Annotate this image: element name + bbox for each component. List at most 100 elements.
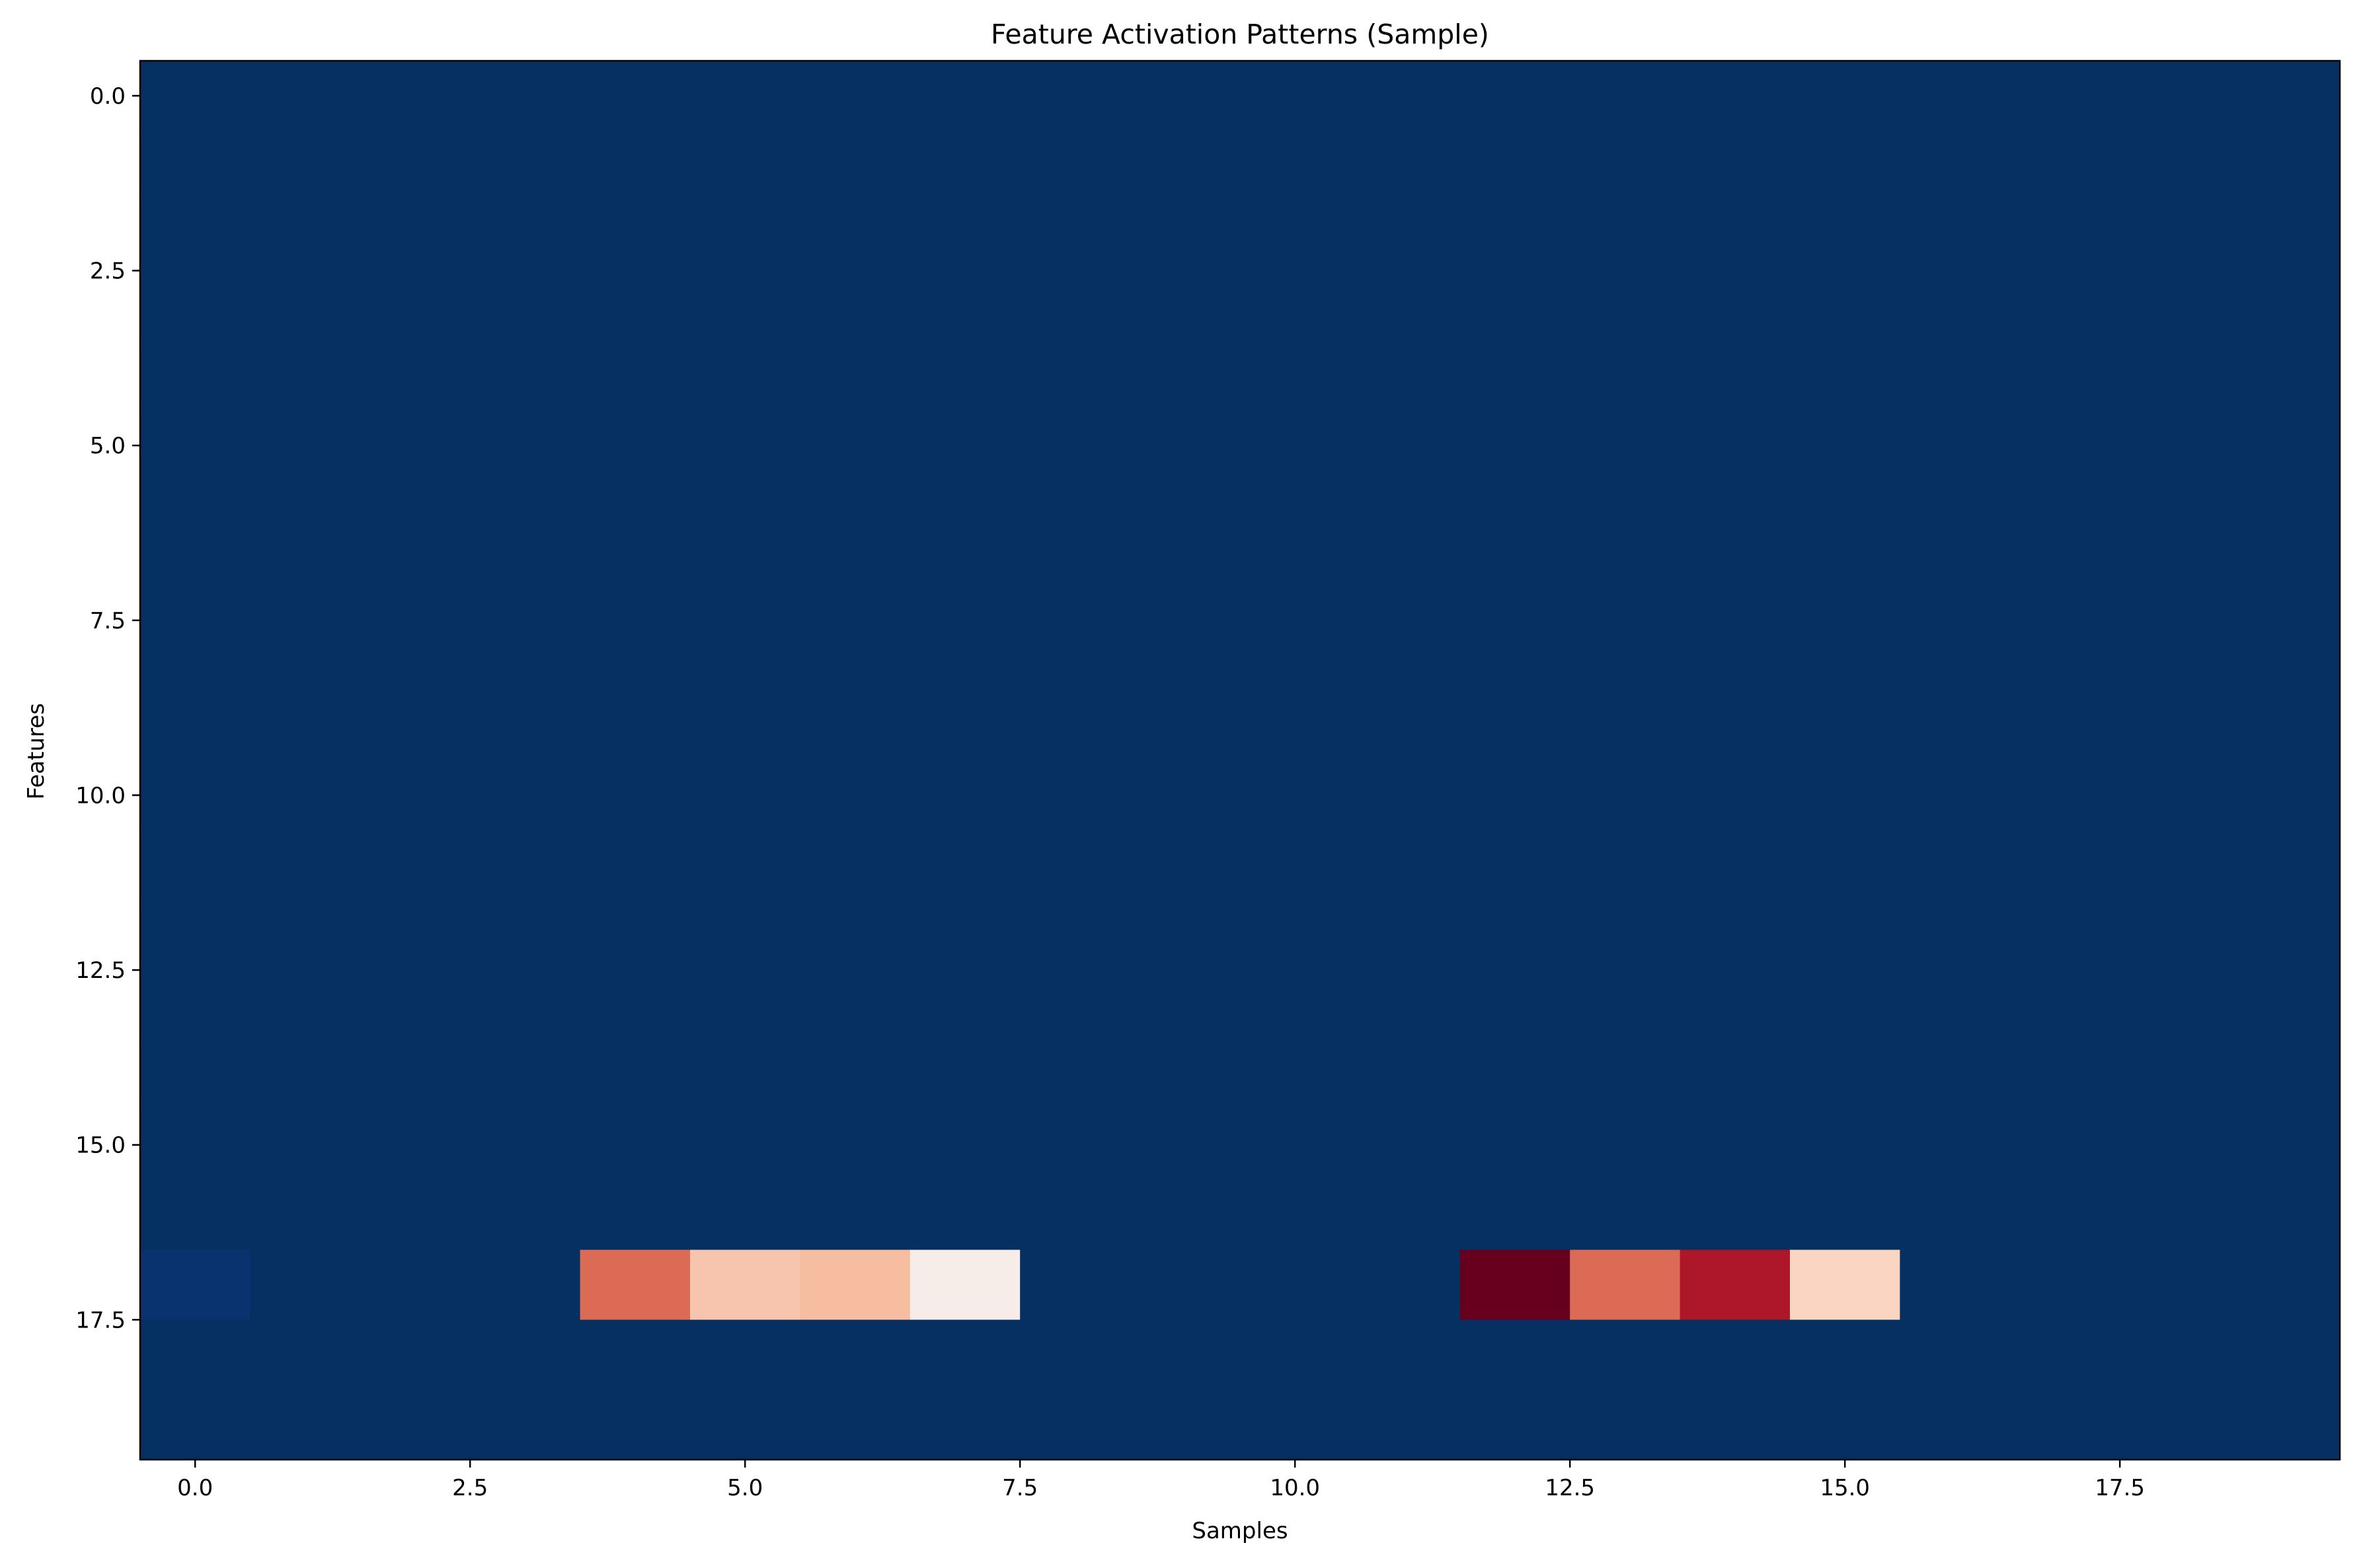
heatmap-cell — [690, 270, 800, 341]
heatmap-cell — [909, 620, 1021, 691]
heatmap-cell — [470, 970, 581, 1041]
heatmap-cell — [690, 130, 800, 202]
heatmap-cell — [1130, 1250, 1241, 1320]
heatmap-cell — [250, 1109, 361, 1181]
heatmap-cell — [1459, 1179, 1570, 1251]
heatmap-cell — [140, 1320, 251, 1390]
heatmap-cell — [1240, 970, 1350, 1041]
heatmap-cell — [2120, 1390, 2231, 1460]
heatmap-cell — [2229, 1109, 2340, 1181]
heatmap-cell — [1570, 130, 1681, 202]
heatmap-cell — [470, 200, 581, 272]
heatmap-cell — [909, 900, 1021, 971]
heatmap-cell — [1570, 340, 1681, 411]
heatmap-cell — [580, 970, 691, 1041]
heatmap-cell — [1680, 970, 1791, 1041]
heatmap-cell — [1459, 900, 1570, 971]
heatmap-cell — [1130, 130, 1241, 202]
heatmap-cell — [1680, 760, 1791, 831]
heatmap-cell — [1570, 1320, 1681, 1390]
heatmap-cell — [1130, 1039, 1241, 1111]
heatmap-cell — [800, 130, 911, 202]
heatmap-cell — [2120, 690, 2231, 761]
heatmap-cell — [2009, 970, 2120, 1041]
heatmap-cell — [1570, 760, 1681, 831]
heatmap-cell — [1020, 1320, 1131, 1390]
y-tick-label: 10.0 — [75, 782, 126, 809]
heatmap-cell — [1240, 690, 1350, 761]
heatmap-cell — [1020, 970, 1131, 1041]
heatmap-cell — [250, 970, 361, 1041]
heatmap-cell — [250, 830, 361, 901]
heatmap-cell — [1459, 1250, 1570, 1320]
heatmap-cell — [1240, 1179, 1350, 1251]
heatmap-cell — [2120, 130, 2231, 202]
heatmap-cell — [580, 200, 691, 272]
x-tick-label: 5.0 — [727, 1475, 763, 1501]
heatmap-cell — [2009, 410, 2120, 481]
heatmap-cell — [2120, 970, 2231, 1041]
heatmap-cell — [580, 1039, 691, 1111]
heatmap-cell — [1680, 130, 1791, 202]
heatmap-cell — [690, 1039, 800, 1111]
heatmap-cell — [1350, 550, 1461, 621]
heatmap-cell — [1240, 130, 1350, 202]
heatmap-cell — [1020, 900, 1131, 971]
heatmap-cell — [909, 1250, 1021, 1320]
heatmap-cell — [580, 1320, 691, 1390]
heatmap-cell — [1240, 410, 1350, 481]
heatmap-cell — [1790, 1320, 1900, 1390]
heatmap-cell — [1020, 690, 1131, 761]
heatmap-cell — [690, 690, 800, 761]
heatmap-cell — [1240, 1250, 1350, 1320]
heatmap-cell — [1459, 340, 1570, 411]
heatmap-cell — [140, 1109, 251, 1181]
heatmap-cell — [690, 620, 800, 691]
heatmap-cell — [909, 830, 1021, 901]
heatmap-cell — [1570, 830, 1681, 901]
heatmap-cell — [1570, 270, 1681, 341]
heatmap-cell — [470, 270, 581, 341]
heatmap-cell — [2009, 270, 2120, 341]
heatmap-cell — [580, 410, 691, 481]
heatmap-cell — [1350, 620, 1461, 691]
x-tick-label: 12.5 — [1545, 1475, 1595, 1501]
heatmap-cell — [2229, 340, 2340, 411]
heatmap-cell — [1130, 270, 1241, 341]
heatmap-cell — [140, 480, 251, 551]
heatmap-cell — [909, 340, 1021, 411]
heatmap-cell — [2229, 1039, 2340, 1111]
heatmap-cell — [360, 1390, 471, 1460]
heatmap-cell — [1459, 130, 1570, 202]
heatmap-cell — [1900, 61, 2011, 131]
heatmap-cell — [1350, 1109, 1461, 1181]
heatmap-cell — [1240, 1039, 1350, 1111]
heatmap-cell — [1130, 550, 1241, 621]
heatmap-cell — [909, 970, 1021, 1041]
heatmap-cell — [140, 340, 251, 411]
heatmap-cell — [690, 480, 800, 551]
heatmap-cell — [2229, 620, 2340, 691]
heatmap-cell — [1680, 550, 1791, 621]
heatmap-cell — [800, 1109, 911, 1181]
heatmap-cell — [909, 1179, 1021, 1251]
heatmap-cell — [2229, 1320, 2340, 1390]
heatmap-cell — [580, 270, 691, 341]
heatmap-cell — [1130, 970, 1241, 1041]
heatmap-cell — [140, 690, 251, 761]
heatmap-cell — [1570, 1250, 1681, 1320]
heatmap-cell — [1130, 760, 1241, 831]
heatmap-cell — [1680, 340, 1791, 411]
heatmap-cell — [1020, 1109, 1131, 1181]
heatmap-cell — [470, 1039, 581, 1111]
heatmap-cell — [1790, 1109, 1900, 1181]
heatmap-cell — [1240, 1320, 1350, 1390]
heatmap-cell — [1570, 410, 1681, 481]
y-axis-label: Features — [23, 703, 50, 800]
heatmap-cell — [2120, 410, 2231, 481]
heatmap-cell — [800, 1039, 911, 1111]
heatmap-cell — [1680, 690, 1791, 761]
heatmap-cell — [360, 130, 471, 202]
heatmap-cell — [909, 550, 1021, 621]
heatmap-cell — [2120, 61, 2231, 131]
